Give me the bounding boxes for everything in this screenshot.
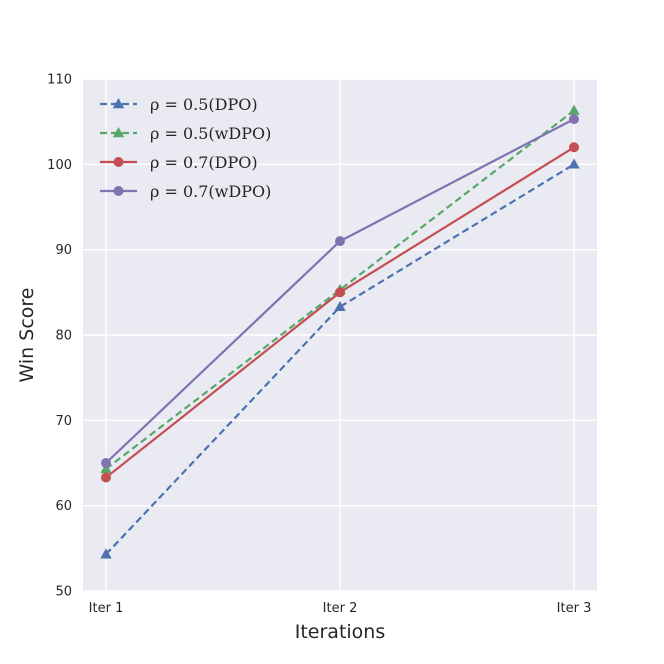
series-line xyxy=(105,163,575,556)
y-tick-label: 80 xyxy=(55,329,72,344)
y-tick-label: 50 xyxy=(55,585,72,600)
legend-label: ρ = 0.5(wDPO) xyxy=(150,124,271,143)
data-point xyxy=(568,158,580,169)
legend-item: ρ = 0.5(wDPO) xyxy=(100,124,271,143)
data-point xyxy=(569,142,579,153)
x-tick-label: Iter 1 xyxy=(89,601,124,616)
data-point xyxy=(335,236,345,247)
x-tick-label: Iter 2 xyxy=(323,601,358,616)
x-axis-title: Iterations xyxy=(295,621,386,643)
x-tick-label: Iter 3 xyxy=(557,601,592,616)
series-1 xyxy=(100,158,580,559)
data-point xyxy=(568,104,580,115)
data-point xyxy=(335,287,345,298)
y-tick-label: 70 xyxy=(55,414,72,429)
data-point xyxy=(334,300,346,312)
y-tick-label: 90 xyxy=(55,243,72,258)
y-tick-label: 100 xyxy=(47,158,72,173)
legend-item: ρ = 0.7(DPO) xyxy=(100,153,258,172)
legend-item: ρ = 0.7(wDPO) xyxy=(100,182,271,201)
legend-marker xyxy=(113,186,124,196)
data-point xyxy=(101,472,111,483)
y-tick-label: 60 xyxy=(55,499,72,514)
legend-marker xyxy=(112,127,125,138)
series-4 xyxy=(101,114,579,468)
y-tick-labels: 50 60 70 80 90 100 110 xyxy=(47,73,72,600)
series-3 xyxy=(101,142,579,483)
data-point xyxy=(100,548,112,559)
y-tick-label: 110 xyxy=(47,73,72,88)
legend-label: ρ = 0.7(wDPO) xyxy=(150,182,271,201)
legend-label: ρ = 0.5(DPO) xyxy=(150,95,258,114)
series-group xyxy=(100,104,580,559)
data-point xyxy=(569,114,579,125)
data-point xyxy=(100,462,112,474)
legend-label: ρ = 0.7(DPO) xyxy=(150,153,258,172)
legend-marker xyxy=(112,98,125,109)
data-point xyxy=(101,458,111,468)
legend-item: ρ = 0.5(DPO) xyxy=(100,95,258,114)
y-axis-title: Win Score xyxy=(16,288,38,383)
x-tick-labels: Iter 1 Iter 2 Iter 3 xyxy=(89,601,592,616)
legend: ρ = 0.5(DPO) ρ = 0.5(wDPO) ρ = 0.7(DPO) ρ =… xyxy=(100,95,271,201)
legend-marker xyxy=(113,157,124,167)
